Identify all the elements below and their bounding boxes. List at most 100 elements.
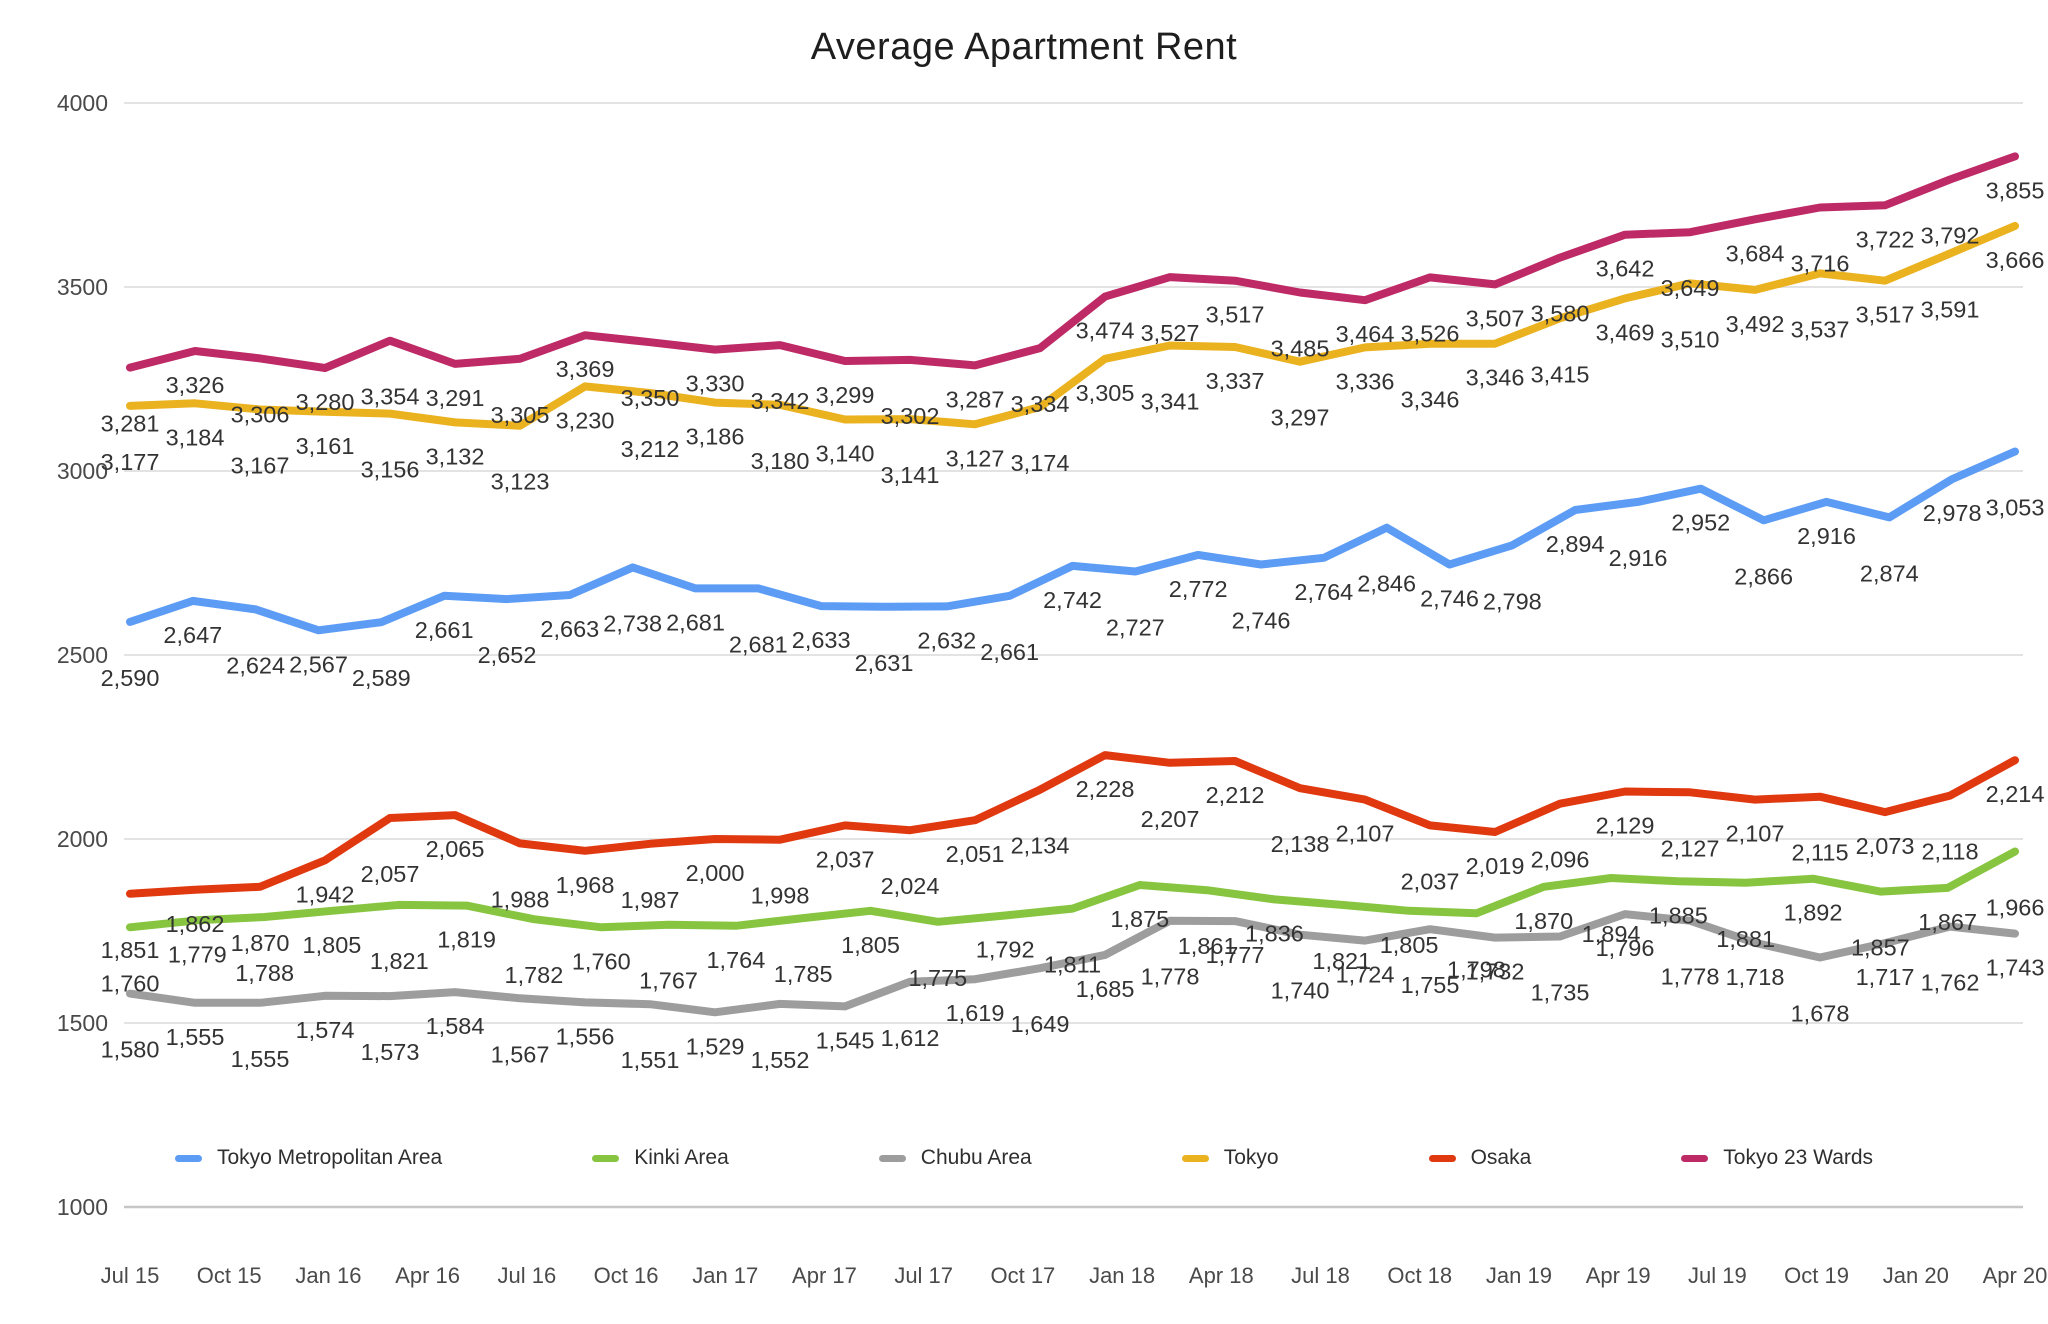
data-label-osaka: 2,212 [1206,782,1265,808]
data-label-chubu-area: 1,755 [1401,972,1460,998]
data-label-tokyo: 3,341 [1141,389,1200,415]
legend-item-tokyo-23-wards[interactable]: Tokyo 23 Wards [1681,1146,1873,1170]
data-label-kinki-area: 1,892 [1784,900,1843,926]
data-label-chubu-area: 1,685 [1076,976,1135,1002]
data-label-kinki-area: 1,760 [572,948,631,974]
data-label-kinki-area: 1,785 [774,961,833,987]
data-label-tokyo: 3,537 [1791,316,1850,342]
data-label-kinki-area: 1,775 [908,965,967,991]
data-label-osaka: 2,057 [361,861,420,887]
data-label-tokyo-23-wards: 3,369 [556,356,615,382]
legend-swatch-kinki-area [592,1154,620,1162]
data-label-kinki-area: 1,792 [976,937,1035,963]
data-label-kinki-area: 1,764 [706,947,765,973]
data-label-chubu-area: 1,678 [1791,1000,1850,1026]
legend-item-chubu-area[interactable]: Chubu Area [878,1146,1032,1170]
data-label-chubu-area: 1,545 [816,1027,875,1053]
data-label-kinki-area: 1,857 [1851,935,1910,961]
legend-swatch-osaka [1428,1154,1456,1162]
data-label-tokyo-23-wards: 3,280 [296,389,355,415]
data-label-osaka: 1,942 [296,881,355,907]
legend-swatch-tokyo-23-wards [1681,1154,1709,1162]
data-label-chubu-area: 1,778 [1141,964,1200,990]
data-label-tokyo-23-wards: 3,527 [1141,320,1200,346]
data-label-tokyo-23-wards: 3,716 [1791,251,1850,277]
data-label-chubu-area: 1,551 [621,1047,680,1073]
data-label-tokyo: 3,297 [1271,405,1330,431]
data-label-kinki-area: 1,966 [1986,895,2045,921]
data-label-osaka: 1,987 [621,887,680,913]
legend-label: Tokyo [1223,1146,1279,1169]
legend-label: Chubu Area [920,1146,1032,1169]
data-label-osaka: 1,862 [166,911,225,937]
data-label-osaka: 2,138 [1271,831,1330,857]
data-label-tokyo: 3,174 [1011,450,1070,476]
data-label-tokyo: 3,180 [751,448,810,474]
data-label-tokyo-23-wards: 3,722 [1856,226,1915,252]
data-label-tokyo-23-wards: 3,792 [1921,223,1980,249]
data-label-tokyo-metropolitan-area: 2,567 [289,651,348,677]
y-axis-label: 4000 [57,90,108,116]
data-label-tokyo-23-wards: 3,507 [1466,305,1525,331]
data-label-chubu-area: 1,778 [1661,964,1720,990]
x-axis-label: Apr 19 [1586,1263,1651,1288]
data-label-tokyo: 3,415 [1531,361,1590,387]
data-label-osaka: 2,037 [816,846,875,872]
legend-swatch-tokyo-metropolitan-area [174,1154,202,1162]
legend-item-kinki-area[interactable]: Kinki Area [592,1146,729,1170]
data-label-tokyo: 3,305 [1076,380,1135,406]
data-label-kinki-area: 1,805 [1380,932,1439,958]
x-axis-label: Jul 18 [1291,1263,1350,1288]
data-label-tokyo: 3,591 [1921,297,1980,323]
data-label-osaka: 2,051 [946,841,1005,867]
data-label-tokyo-23-wards: 3,281 [101,411,160,437]
series-line-tokyo-metropolitan-area [126,447,2019,635]
data-label-tokyo-23-wards: 3,334 [1011,391,1070,417]
x-axis-label: Jan 18 [1089,1263,1155,1288]
data-label-osaka: 1,968 [556,872,615,898]
data-label-tokyo-23-wards: 3,326 [166,372,225,398]
data-label-tokyo-23-wards: 3,649 [1661,275,1720,301]
data-label-chubu-area: 1,619 [946,1000,1005,1026]
legend-swatch-chubu-area [878,1154,906,1162]
data-label-chubu-area: 1,573 [361,1039,420,1065]
x-axis-label: Jul 19 [1688,1263,1747,1288]
legend-item-osaka[interactable]: Osaka [1428,1146,1531,1170]
data-label-osaka: 2,129 [1596,813,1655,839]
data-label-chubu-area: 1,732 [1466,959,1525,985]
x-axis-label: Jan 16 [295,1263,361,1288]
data-label-chubu-area: 1,584 [426,1013,485,1039]
data-label-kinki-area: 1,767 [639,968,698,994]
data-label-tokyo-23-wards: 3,305 [491,402,550,428]
data-label-tokyo: 3,346 [1466,365,1525,391]
data-label-tokyo: 3,492 [1726,311,1785,337]
x-axis-label: Oct 19 [1784,1263,1849,1288]
data-label-tokyo-23-wards: 3,330 [686,371,745,397]
data-label-kinki-area: 1,811 [1044,952,1101,978]
data-label-tokyo-metropolitan-area: 2,661 [980,639,1039,665]
data-label-kinki-area: 1,861 [1178,933,1237,959]
data-label-tokyo-metropolitan-area: 2,978 [1923,500,1982,526]
series-line-tokyo [126,221,2019,430]
data-label-tokyo-metropolitan-area: 2,764 [1294,579,1353,605]
legend-label: Kinki Area [634,1146,729,1169]
data-label-kinki-area: 1,870 [1514,908,1573,934]
data-label-tokyo: 3,212 [621,436,680,462]
data-label-chubu-area: 1,567 [491,1041,550,1067]
data-label-tokyo: 3,517 [1856,302,1915,328]
data-label-tokyo: 3,127 [946,445,1005,471]
data-label-tokyo: 3,510 [1661,326,1720,352]
data-label-tokyo: 3,337 [1206,368,1265,394]
data-label-osaka: 2,115 [1791,840,1848,866]
data-label-chubu-area: 1,796 [1596,935,1655,961]
data-label-kinki-area: 1,805 [303,932,362,958]
legend-item-tokyo[interactable]: Tokyo [1181,1146,1279,1170]
data-label-tokyo-metropolitan-area: 2,652 [478,642,537,668]
x-axis-label: Oct 18 [1387,1263,1452,1288]
data-label-tokyo-23-wards: 3,464 [1336,321,1395,347]
y-axis-label: 2500 [57,642,108,668]
legend-label: Tokyo Metropolitan Area [216,1146,443,1169]
data-label-kinki-area: 1,881 [1716,926,1775,952]
legend-item-tokyo-metropolitan-area[interactable]: Tokyo Metropolitan Area [174,1146,443,1170]
